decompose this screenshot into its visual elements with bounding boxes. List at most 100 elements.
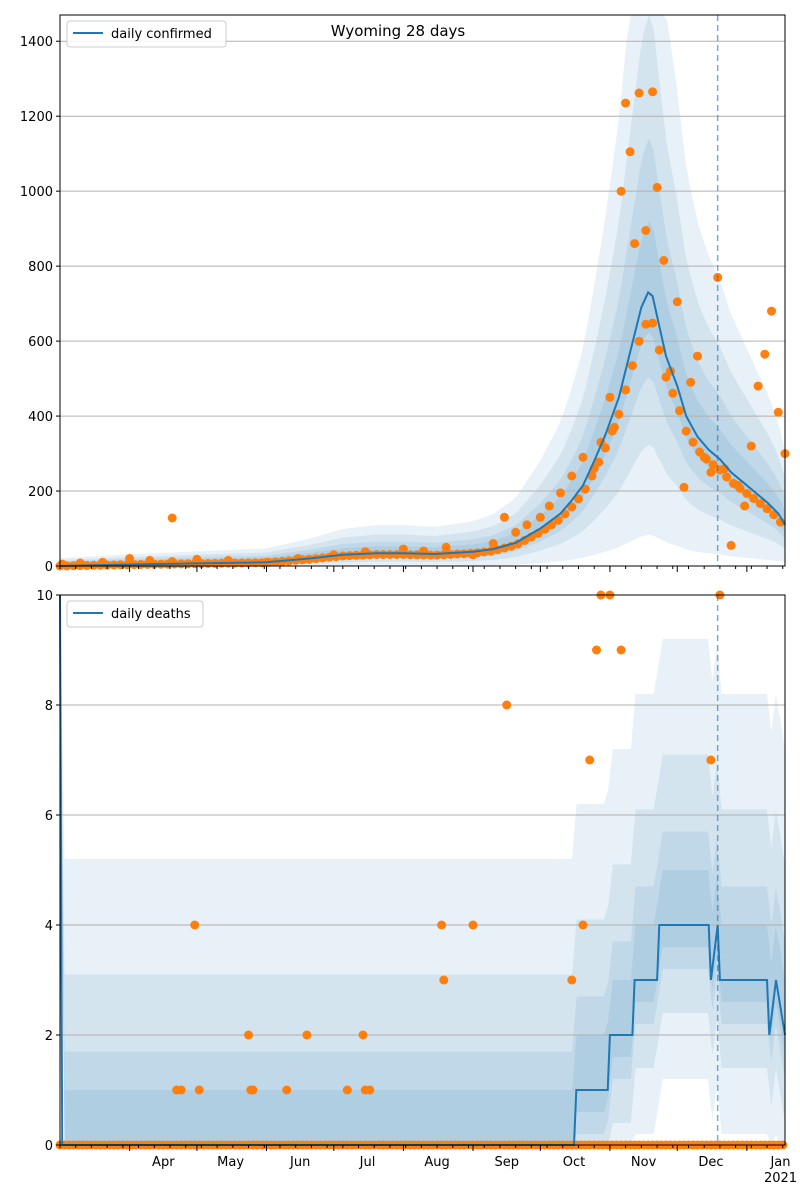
- confirmed-mean-line: [59, 290, 786, 567]
- confirmed-observed-point: [425, 550, 435, 560]
- deaths-observed-point: [358, 1030, 368, 1040]
- confirmed-legend-label: daily confirmed: [111, 27, 212, 42]
- confirmed-y-tick-label: 1200: [20, 110, 53, 125]
- confirmed-observed-point: [605, 392, 615, 402]
- x-tick-label: Sep: [494, 1155, 519, 1170]
- confirmed-observed-point: [499, 512, 509, 522]
- confirmed-observed-point: [625, 147, 635, 157]
- deaths-observed-point: [585, 755, 595, 765]
- confirmed-observed-point: [567, 502, 577, 512]
- confirmed-observed-point: [708, 460, 718, 470]
- deaths-observed-point: [468, 920, 478, 930]
- confirmed-observed-point: [693, 351, 702, 361]
- confirmed-y-axis: 0 200 400 600 800 1000 1200 1400: [20, 35, 60, 575]
- confirmed-observed-point: [735, 483, 745, 493]
- deaths-observed-point: [439, 975, 449, 985]
- confirmed-observed-point: [392, 550, 402, 559]
- deaths-observed-point: [437, 920, 447, 930]
- deaths-legend-label: daily deaths: [111, 607, 191, 622]
- deaths-y-tick-label: 0: [45, 1139, 53, 1154]
- deaths-observed-point: [302, 1030, 312, 1040]
- deaths-observed-point: [592, 645, 601, 655]
- confirmed-observed-point: [762, 504, 772, 514]
- confirmed-observed-point: [641, 319, 651, 329]
- confirmed-y-tick-label: 1400: [20, 35, 53, 50]
- deaths-y-tick-label: 8: [45, 699, 53, 714]
- confirmed-y-tick-label: 600: [28, 335, 53, 350]
- x-year-label: 2021: [764, 1171, 797, 1186]
- confirmed-observed-point: [385, 550, 395, 559]
- confirmed-uncertainty-bands: [60, 15, 785, 566]
- confirmed-band-2: [60, 138, 785, 566]
- deaths-legend: daily deaths: [66, 600, 204, 628]
- confirmed-observed-point: [668, 388, 678, 398]
- confirmed-legend-box: [66, 20, 227, 48]
- deaths-observed-point: [578, 920, 588, 930]
- confirmed-y-tick-label: 0: [45, 560, 53, 575]
- confirmed-observed-point: [648, 87, 658, 97]
- confirmed-observed-point: [398, 550, 408, 559]
- confirmed-observed-point: [672, 297, 682, 307]
- confirmed-observed-point: [634, 88, 644, 98]
- confirmed-observed-point: [556, 488, 565, 498]
- confirmed-observed-point: [544, 501, 554, 511]
- confirmed-observed-point: [760, 349, 770, 359]
- confirmed-observed-point: [726, 540, 736, 550]
- deaths-y-tick-label: 10: [36, 589, 53, 604]
- confirmed-observed-point: [345, 551, 355, 561]
- deaths-observed-point: [706, 755, 716, 765]
- confirmed-y-tick-label: 1000: [20, 185, 53, 200]
- confirmed-observed-point: [616, 186, 626, 196]
- deaths-observed-point: [365, 1085, 375, 1095]
- confirmed-observed-point: [661, 372, 671, 382]
- x-tick-label: Dec: [698, 1155, 723, 1170]
- confirmed-observed-point: [614, 409, 624, 419]
- confirmed-observed-point: [535, 512, 545, 522]
- x-tick-label: Nov: [631, 1155, 657, 1170]
- confirmed-observed-point: [679, 482, 689, 492]
- confirmed-observed-point: [688, 437, 698, 447]
- confirmed-observed-point: [594, 457, 604, 467]
- deaths-band-1: [60, 595, 785, 1145]
- deaths-axes-frame: [59, 594, 786, 1146]
- deaths-uncertainty-bands: [60, 595, 785, 1145]
- confirmed-observed-point: [511, 527, 521, 537]
- confirmed-observed-point: [600, 443, 610, 453]
- confirmed-observed-point: [621, 98, 631, 108]
- confirmed-band-0: [60, 15, 785, 566]
- deaths-observed-point: [190, 920, 200, 930]
- confirmed-observed-point: [767, 306, 776, 316]
- confirmed-observed-point: [488, 539, 498, 548]
- confirmed-observed-point: [412, 550, 422, 560]
- confirmed-observed-point: [746, 441, 756, 451]
- confirmed-observed-point: [574, 494, 583, 504]
- deaths-observed-point: [282, 1085, 292, 1095]
- deaths-observed-point: [248, 1085, 258, 1095]
- confirmed-observed-point: [675, 406, 684, 416]
- confirmed-y-tick-label: 800: [28, 260, 53, 275]
- deaths-legend-box: [66, 600, 204, 628]
- confirmed-observed-point: [753, 381, 763, 391]
- confirmed-observed-point: [627, 361, 637, 371]
- x-tick-label: Aug: [424, 1155, 449, 1170]
- x-tick-label: Jul: [359, 1155, 376, 1170]
- confirmed-observed-point: [654, 345, 664, 355]
- confirmed-observed-point: [715, 465, 725, 475]
- deaths-observed-point: [244, 1030, 253, 1040]
- deaths-observed-point: [502, 700, 512, 710]
- confirmed-x-axis: [59, 566, 784, 572]
- deaths-observed-point: [567, 975, 577, 985]
- confirmed-observed-point: [722, 472, 732, 482]
- confirmed-observed-point: [749, 494, 759, 503]
- confirmed-observed-point: [634, 336, 644, 346]
- x-tick-label: Oct: [563, 1155, 585, 1170]
- confirmed-observed-point: [167, 513, 177, 523]
- confirmed-observed-point: [648, 318, 658, 328]
- deaths-observed-point: [616, 645, 626, 655]
- deaths-mean-line: [59, 594, 786, 1146]
- deaths-observed-point: [176, 1085, 186, 1095]
- confirmed-y-tick-label: 200: [28, 485, 53, 500]
- confirmed-observed-point: [706, 467, 716, 477]
- confirmed-observed-point: [630, 239, 640, 249]
